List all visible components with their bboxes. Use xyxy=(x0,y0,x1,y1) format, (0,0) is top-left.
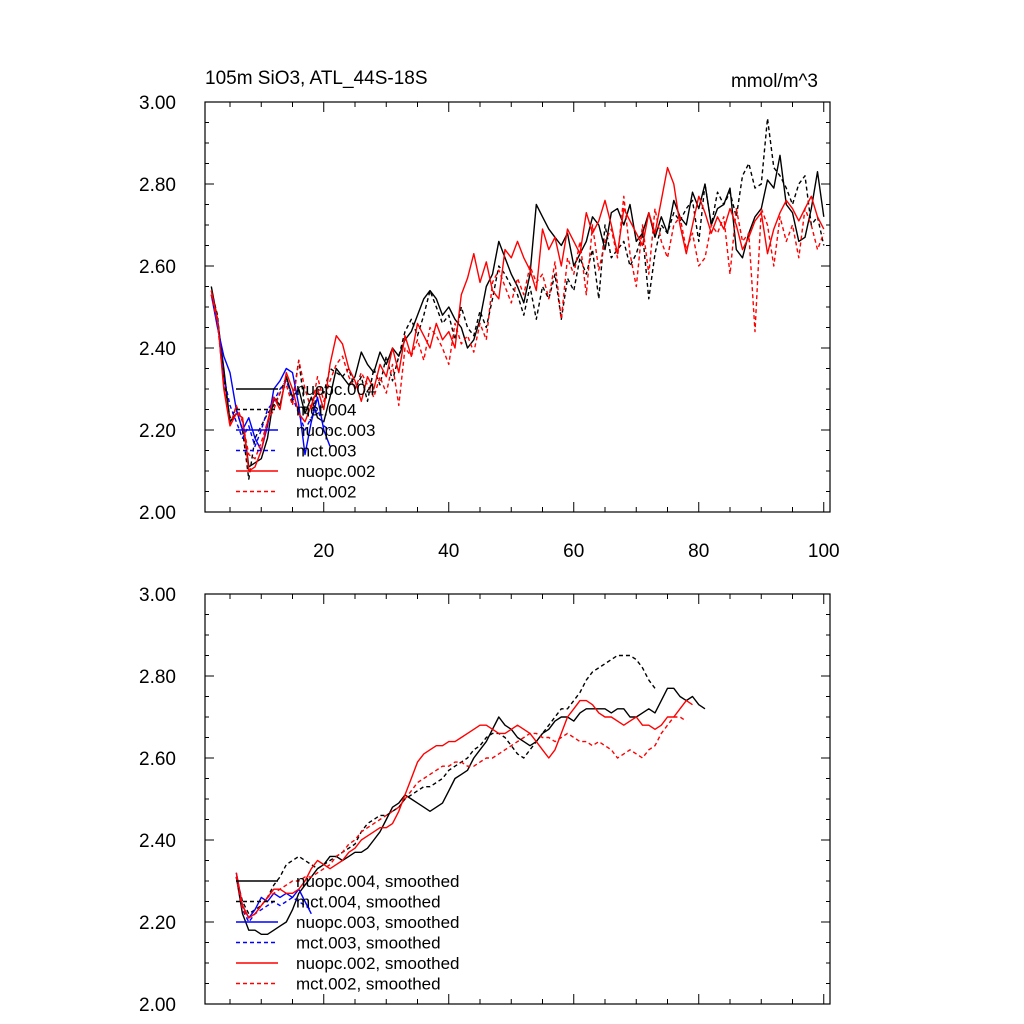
p1-ytick-label: 2.80 xyxy=(139,175,176,196)
p1-ytick-label: 2.00 xyxy=(139,503,176,524)
p2-ytick-label: 2.20 xyxy=(139,913,176,934)
top-panel: 105m SiO3, ATL_44S-18S mmol/m^3 2.00 2.20… xyxy=(139,68,840,562)
p2-series-mct-004-smoothed xyxy=(235,654,656,915)
p2-ytick-label: 2.60 xyxy=(139,749,176,770)
p2-legend-label: nuopc.004, smoothed xyxy=(296,872,460,891)
p2-ytick-label: 3.00 xyxy=(139,585,176,606)
p2-ytick-label: 2.00 xyxy=(139,995,176,1016)
p2-ytick-label: 2.80 xyxy=(139,667,176,688)
p2-series-nuopc-004-smoothed xyxy=(235,687,706,935)
p1-legend-label: mct.004 xyxy=(296,401,356,420)
p1-xtick-label: 100 xyxy=(808,541,840,562)
p1-legend-label: nuopc.002 xyxy=(296,462,375,481)
p2-series-mct-002-smoothed xyxy=(235,716,687,919)
p1-ytick-label: 2.60 xyxy=(139,257,176,278)
p1-ytick-label: 2.40 xyxy=(139,339,176,360)
p2-ytick-label: 2.40 xyxy=(139,831,176,852)
p2-legend-label: mct.002, smoothed xyxy=(296,975,441,994)
bottom-panel: 2.00 2.20 2.40 2.60 2.80 3.00 nuopc.004, smoot… xyxy=(139,585,831,1016)
p2-legend-label: mct.003, smoothed xyxy=(296,934,441,953)
p1-legend-label: mct.003 xyxy=(296,442,356,461)
p2-legend-label: nuopc.002, smoothed xyxy=(296,954,460,973)
p1-ytick-label: 3.00 xyxy=(139,93,176,114)
p1-legend-label: mct.002 xyxy=(296,483,356,502)
p1-xtick-label: 40 xyxy=(438,541,459,562)
p1-series-nuopc-004 xyxy=(210,154,825,468)
p1-legend-label: nuopc.003 xyxy=(296,421,375,440)
p1-series-mct-002 xyxy=(210,195,825,460)
p1-ytick-label: 2.20 xyxy=(139,421,176,442)
p1-xtick-label: 60 xyxy=(563,541,584,562)
p2-legend-label: mct.004, smoothed xyxy=(296,893,441,912)
p2-series-nuopc-002-smoothed xyxy=(235,699,693,919)
p1-legend-label: nuopc.004 xyxy=(296,380,375,399)
top-panel-title: 105m SiO3, ATL_44S-18S xyxy=(205,68,428,89)
p1-series-mct-003 xyxy=(210,294,331,448)
p1-xtick-label: 20 xyxy=(313,541,334,562)
top-panel-units: mmol/m^3 xyxy=(731,71,818,92)
p2-legend-label: nuopc.003, smoothed xyxy=(296,913,460,932)
p1-xtick-label: 80 xyxy=(688,541,709,562)
